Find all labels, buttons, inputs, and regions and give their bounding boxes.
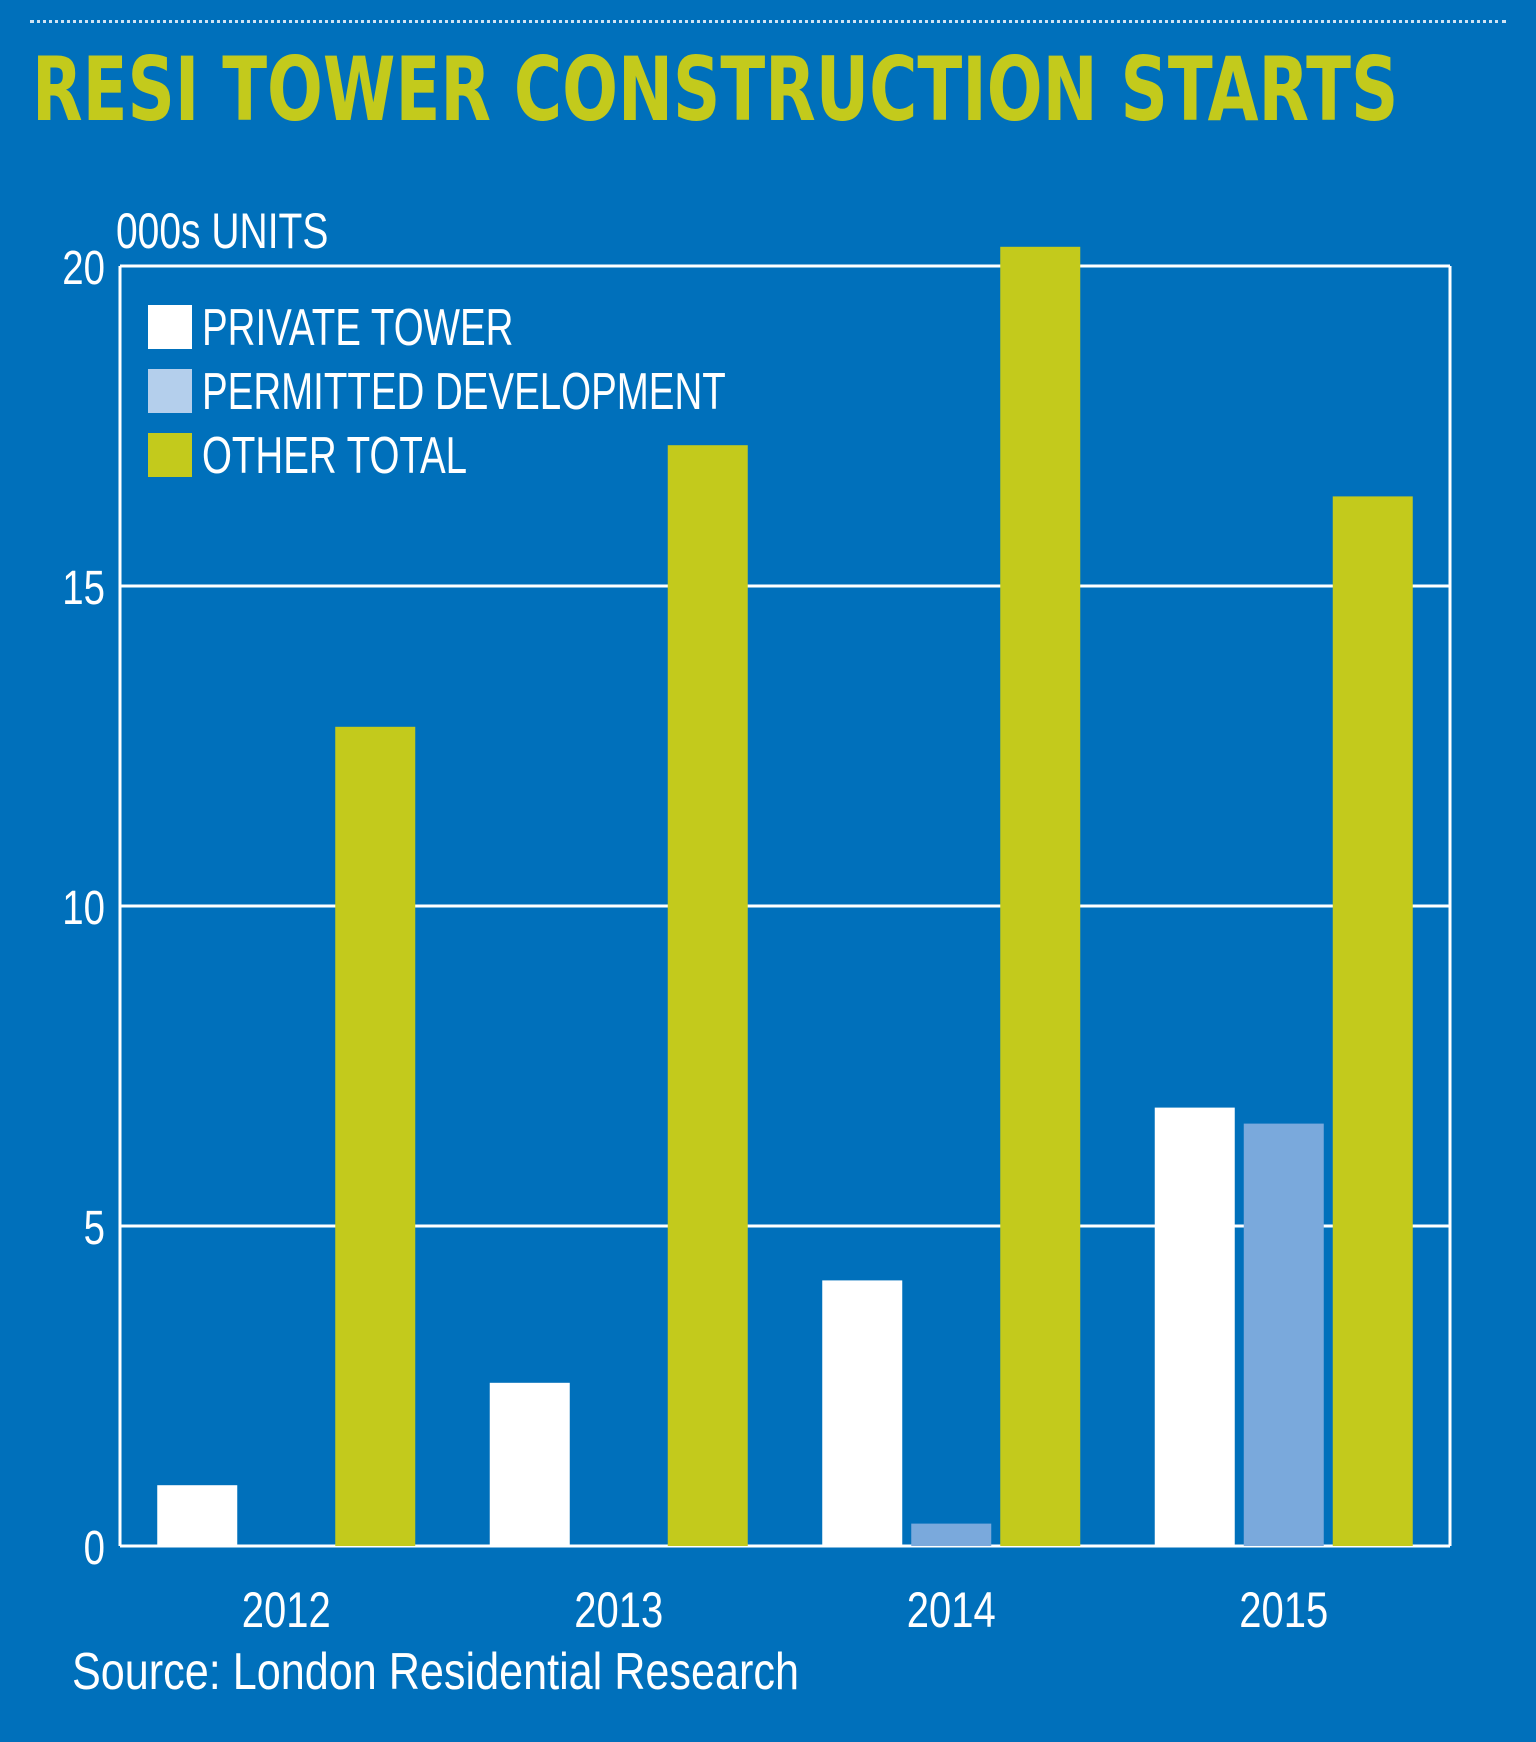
bar-other-total-2015 (1332, 496, 1413, 1546)
y-tick-label-15: 15 (62, 562, 105, 615)
source-note: Source: London Residential Research (72, 1643, 799, 1701)
y-tick-label-20: 20 (62, 242, 105, 295)
bar-other-total-2012 (335, 726, 416, 1546)
bar-private-tower-2015 (1154, 1107, 1235, 1546)
x-tick-label-2013: 2013 (574, 1582, 663, 1638)
bar-permitted-development-2014 (911, 1523, 992, 1546)
legend-swatch-permitted-development (148, 369, 192, 413)
bar-other-total-2013 (667, 445, 748, 1547)
bar-other-total-2014 (1000, 246, 1081, 1546)
y-tick-label-0: 0 (84, 1522, 105, 1575)
x-tick-label-2014: 2014 (907, 1582, 996, 1638)
bar-permitted-development-2015 (1243, 1123, 1324, 1546)
bar-private-tower-2013 (489, 1382, 570, 1546)
y-tick-label-10: 10 (62, 882, 105, 935)
legend-label-private-tower: PRIVATE TOWER (202, 298, 513, 356)
y-tick-label-5: 5 (84, 1202, 105, 1255)
legend-label-permitted-development: PERMITTED DEVELOPMENT (202, 362, 726, 420)
legend-label-other-total: OTHER TOTAL (202, 426, 467, 484)
y-axis-label: 000s UNITS (116, 202, 328, 259)
top-dotted-rule (30, 20, 1506, 23)
legend-swatch-other-total (148, 433, 192, 477)
bar-private-tower-2012 (157, 1485, 238, 1546)
x-tick-label-2015: 2015 (1239, 1582, 1328, 1638)
legend-swatch-private-tower (148, 305, 192, 349)
bar-private-tower-2014 (822, 1280, 903, 1546)
chart-title: RESI TOWER CONSTRUCTION STARTS (32, 38, 1399, 141)
x-tick-label-2012: 2012 (242, 1582, 331, 1638)
